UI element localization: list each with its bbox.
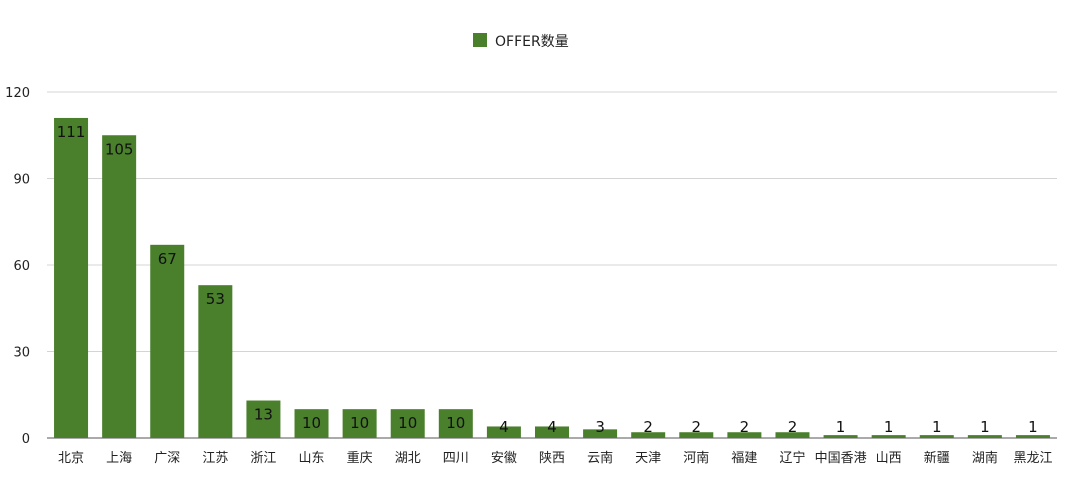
- data-label: 2: [740, 418, 750, 436]
- bar: [583, 429, 618, 438]
- x-tick-label: 陕西: [539, 451, 565, 466]
- bar: [246, 400, 281, 438]
- data-label: 67: [158, 250, 177, 268]
- x-tick-label: 四川: [443, 451, 469, 466]
- data-label: 2: [643, 418, 653, 436]
- x-tick-label: 湖南: [972, 450, 998, 466]
- bar: [486, 426, 521, 438]
- x-tick-label: 河南: [683, 450, 709, 466]
- x-tick-label: 辽宁: [779, 450, 805, 466]
- bar: [919, 435, 954, 438]
- bar: [823, 435, 858, 438]
- x-tick-label: 广深: [154, 451, 180, 466]
- x-tick-label: 福建: [731, 451, 757, 466]
- x-tick-label: 中国香港: [815, 451, 867, 466]
- x-tick-label: 山西: [876, 451, 902, 466]
- data-label: 1: [884, 418, 894, 436]
- data-label: 4: [499, 418, 509, 436]
- x-tick-label: 上海: [106, 451, 132, 466]
- bar: [967, 435, 1002, 438]
- y-tick-label: 60: [13, 259, 30, 274]
- bar: [294, 409, 329, 438]
- data-label: 53: [206, 290, 225, 308]
- data-label: 13: [254, 406, 273, 424]
- x-tick-label: 江苏: [202, 450, 228, 466]
- x-tick-label: 北京: [58, 451, 84, 466]
- x-tick-label: 云南: [587, 450, 613, 466]
- bar: [1015, 435, 1050, 438]
- data-label: 4: [547, 418, 557, 436]
- bar: [631, 432, 666, 438]
- x-tick-label: 重庆: [347, 450, 373, 466]
- legend-swatch: [473, 33, 487, 47]
- bar: [535, 426, 569, 438]
- data-label: 1: [836, 418, 846, 436]
- data-label: 2: [788, 418, 798, 436]
- legend: OFFER数量: [473, 33, 569, 50]
- x-tick-label: 湖北: [395, 451, 421, 466]
- data-label: 3: [595, 418, 605, 436]
- bar: [775, 432, 810, 438]
- y-tick-label: 0: [22, 432, 30, 447]
- y-tick-label: 120: [5, 86, 30, 101]
- x-tick-label: 天津: [635, 451, 661, 466]
- bar: [390, 409, 425, 438]
- bar: [150, 244, 185, 438]
- bar: [727, 432, 762, 438]
- bar: [54, 117, 89, 438]
- x-tick-label: 安徽: [491, 451, 517, 466]
- data-label: 1: [980, 418, 990, 436]
- x-tick-label: 山东: [299, 451, 325, 466]
- y-tick-label: 30: [13, 346, 30, 361]
- data-label: 10: [398, 414, 417, 432]
- y-tick-label: 90: [13, 173, 30, 188]
- data-label: 111: [57, 123, 86, 141]
- x-tick-label: 浙江: [250, 451, 276, 466]
- data-label: 1: [932, 418, 942, 436]
- bar: [102, 135, 137, 438]
- data-label: 1: [1028, 418, 1038, 436]
- data-label: 2: [692, 418, 702, 436]
- bar: [342, 409, 377, 438]
- data-label: 10: [350, 414, 369, 432]
- bar: [438, 409, 473, 438]
- bar: [871, 435, 906, 438]
- data-label: 105: [105, 140, 134, 158]
- data-label: 10: [302, 414, 321, 432]
- legend-label: OFFER数量: [495, 34, 569, 50]
- bar: [679, 432, 714, 438]
- bar: [198, 285, 233, 438]
- data-label: 10: [446, 414, 465, 432]
- x-tick-label: 新疆: [924, 450, 950, 466]
- x-tick-label: 黑龙江: [1013, 451, 1052, 466]
